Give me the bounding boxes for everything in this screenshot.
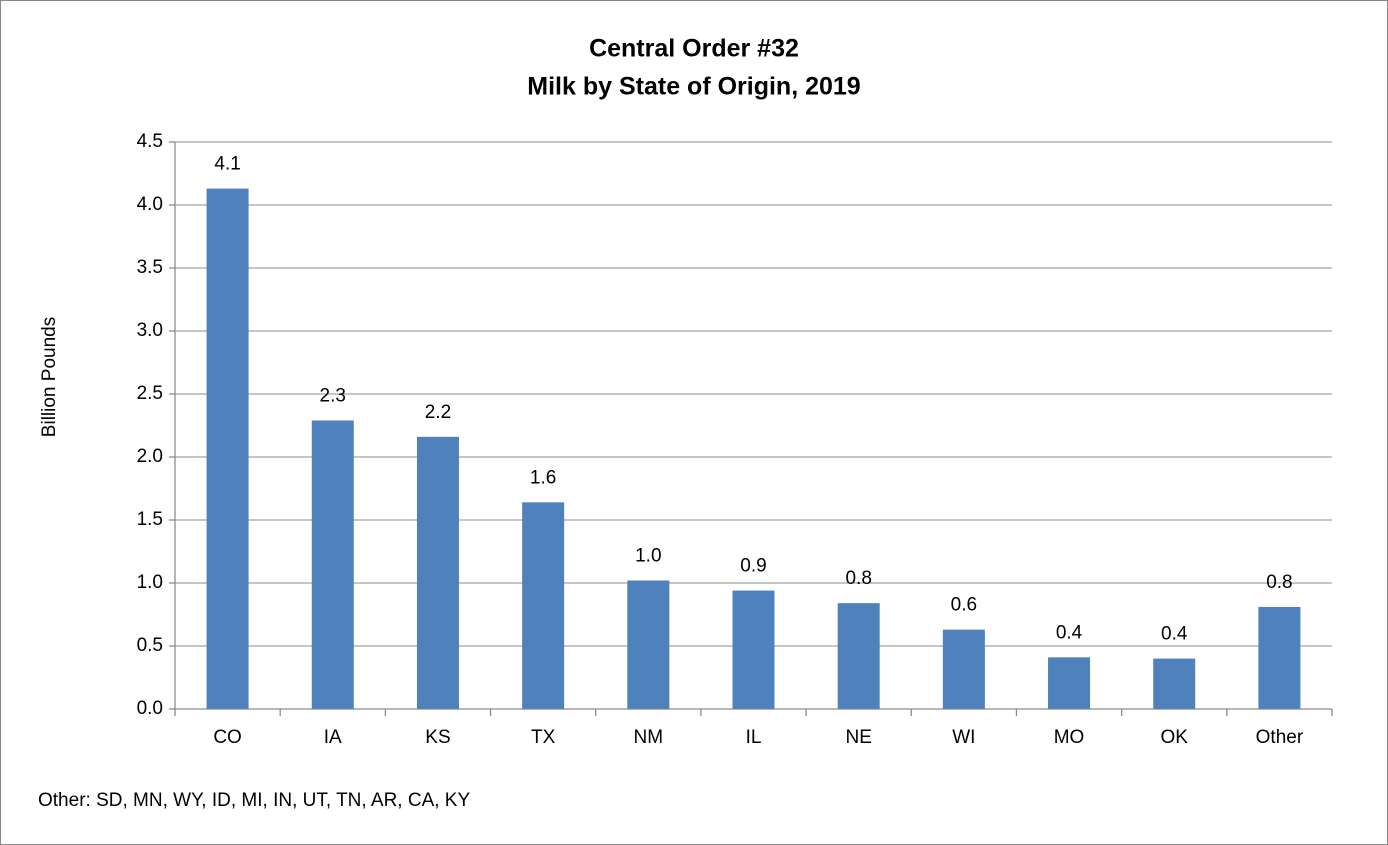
footnote: Other: SD, MN, WY, ID, MI, IN, UT, TN, A…: [38, 790, 470, 811]
bar: [1258, 606, 1301, 709]
x-tick-label: NE: [845, 727, 871, 748]
data-label: 0.8: [845, 568, 871, 589]
bar: [311, 420, 354, 709]
y-axis-label: Billion Pounds: [39, 317, 60, 437]
x-tick-label: CO: [213, 727, 242, 748]
data-label: 0.6: [951, 595, 977, 616]
bar: [416, 436, 459, 709]
y-tick-label: 0.0: [137, 698, 163, 719]
data-label: 0.4: [1056, 622, 1083, 643]
x-tick-label: IA: [324, 727, 342, 748]
bar: [522, 502, 565, 709]
data-label: 2.2: [425, 402, 451, 423]
data-label: 4.1: [214, 154, 240, 175]
chart-title: Central Order #32: [589, 35, 799, 63]
y-tick-label: 4.5: [137, 131, 163, 152]
bar: [1048, 657, 1091, 709]
x-tick-label: IL: [746, 727, 762, 748]
data-label: 2.3: [320, 385, 346, 406]
x-tick-label: Other: [1256, 727, 1304, 748]
data-label: 1.0: [635, 545, 661, 566]
y-tick-label: 2.5: [137, 383, 163, 404]
bar: [837, 603, 880, 709]
bar: [206, 188, 249, 709]
x-tick-label: MO: [1054, 727, 1085, 748]
bar: [942, 629, 985, 709]
bar: [627, 580, 670, 709]
data-label: 1.6: [530, 467, 556, 488]
x-tick-label: KS: [425, 727, 450, 748]
data-label: 0.9: [740, 556, 766, 577]
x-tick-label: OK: [1161, 727, 1189, 748]
y-tick-label: 2.0: [137, 446, 163, 467]
x-tick-label: WI: [952, 727, 975, 748]
y-tick-label: 0.5: [137, 635, 163, 656]
bar: [1153, 658, 1196, 709]
data-label: 0.4: [1161, 624, 1188, 645]
bar: [732, 590, 775, 709]
y-tick-label: 1.5: [137, 509, 163, 530]
y-tick-label: 3.0: [137, 320, 163, 341]
x-tick-label: TX: [531, 727, 556, 748]
chart-subtitle: Milk by State of Origin, 2019: [527, 73, 860, 101]
data-label: 0.8: [1266, 572, 1292, 593]
y-tick-label: 1.0: [137, 572, 163, 593]
y-tick-label: 4.0: [137, 194, 163, 215]
x-tick-label: NM: [634, 727, 664, 748]
y-tick-label: 3.5: [137, 257, 163, 278]
